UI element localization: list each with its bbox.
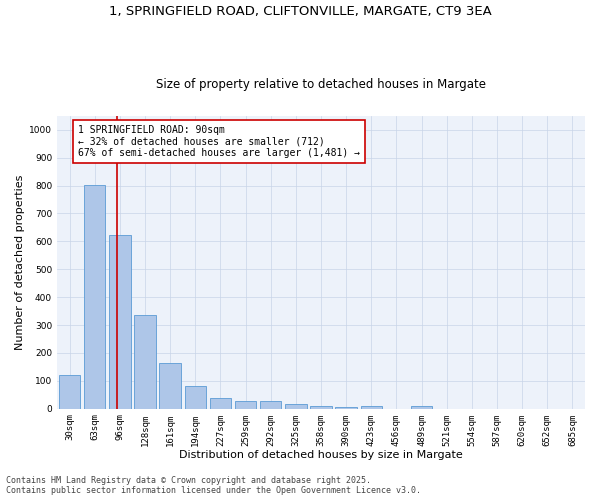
Bar [185,386,206,408]
Bar [285,404,307,408]
Bar [361,406,382,408]
Bar [59,374,80,408]
X-axis label: Distribution of detached houses by size in Margate: Distribution of detached houses by size … [179,450,463,460]
Text: Contains HM Land Registry data © Crown copyright and database right 2025.
Contai: Contains HM Land Registry data © Crown c… [6,476,421,495]
Bar [134,314,156,408]
Bar [260,402,281,408]
Title: Size of property relative to detached houses in Margate: Size of property relative to detached ho… [156,78,486,91]
Text: 1 SPRINGFIELD ROAD: 90sqm
← 32% of detached houses are smaller (712)
67% of semi: 1 SPRINGFIELD ROAD: 90sqm ← 32% of detac… [78,124,360,158]
Bar [160,363,181,408]
Bar [84,184,106,408]
Bar [210,398,231,408]
Bar [310,406,332,408]
Bar [235,401,256,408]
Bar [411,406,432,408]
Y-axis label: Number of detached properties: Number of detached properties [15,174,25,350]
Text: 1, SPRINGFIELD ROAD, CLIFTONVILLE, MARGATE, CT9 3EA: 1, SPRINGFIELD ROAD, CLIFTONVILLE, MARGA… [109,5,491,18]
Bar [335,407,357,408]
Bar [109,235,131,408]
